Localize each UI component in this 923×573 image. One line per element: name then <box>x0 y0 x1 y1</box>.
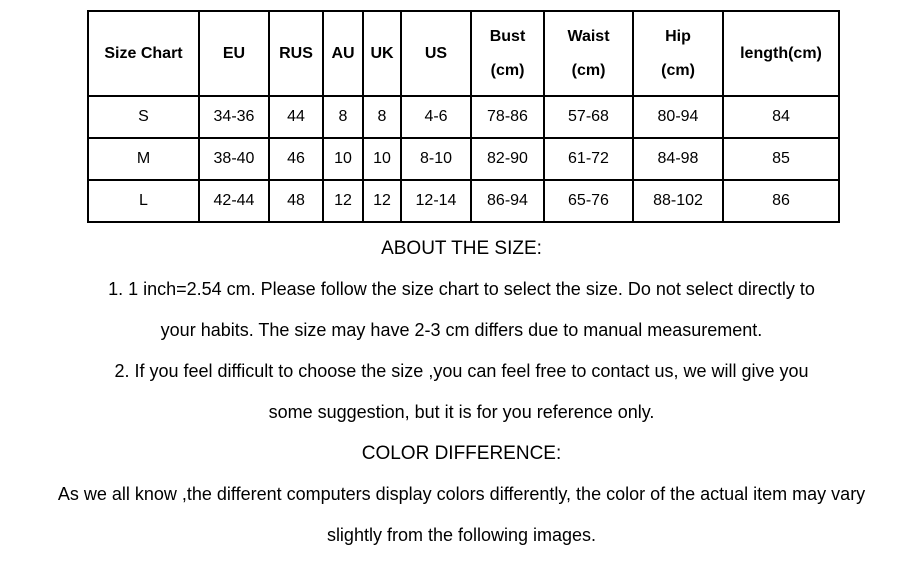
cell-bust: 78-86 <box>470 95 545 139</box>
header-length: length(cm) <box>722 10 840 97</box>
cell-bust: 82-90 <box>470 137 545 181</box>
header-label: length(cm) <box>740 44 822 62</box>
about-size-line: your habits. The size may have 2-3 cm di… <box>160 320 763 340</box>
cell-rus: 44 <box>268 95 324 139</box>
table-row-l: L 42-44 48 12 12 12-14 86-94 65-76 88-10… <box>87 179 840 223</box>
color-difference-title: COLOR DIFFERENCE: <box>361 443 562 464</box>
header-waist: Waist (cm) <box>543 10 634 97</box>
about-size-line: some suggestion, but it is for you refer… <box>268 402 655 422</box>
cell-bust: 86-94 <box>470 179 545 223</box>
cell-us: 8-10 <box>400 137 472 181</box>
header-us: US <box>400 10 472 97</box>
cell-us: 4-6 <box>400 95 472 139</box>
header-uk: UK <box>362 10 402 97</box>
cell-uk: 12 <box>362 179 402 223</box>
cell-au: 8 <box>322 95 364 139</box>
cell-au: 10 <box>322 137 364 181</box>
cell-rus: 46 <box>268 137 324 181</box>
cell-au: 12 <box>322 179 364 223</box>
about-size-line: 1. 1 inch=2.54 cm. Please follow the siz… <box>108 279 815 299</box>
size-chart-table: Size Chart EU RUS AU UK US Bust (cm) Wais… <box>87 10 840 223</box>
about-size-title: ABOUT THE SIZE: <box>381 238 542 259</box>
header-size-chart: Size Chart <box>87 10 200 97</box>
notes-section: ABOUT THE SIZE: 1. 1 inch=2.54 cm. Pleas… <box>0 228 923 556</box>
header-row: Size Chart EU RUS AU UK US Bust (cm) Wais… <box>87 10 840 97</box>
header-hip: Hip (cm) <box>632 10 724 97</box>
header-label: UK <box>370 44 394 62</box>
cell-rus: 48 <box>268 179 324 223</box>
header-label: Waist <box>567 27 610 45</box>
header-label: Bust <box>489 27 526 45</box>
cell-waist: 57-68 <box>543 95 634 139</box>
cell-length: 86 <box>722 179 840 223</box>
header-au: AU <box>322 10 364 97</box>
cell-eu: 34-36 <box>198 95 270 139</box>
cell-eu: 38-40 <box>198 137 270 181</box>
cell-length: 84 <box>722 95 840 139</box>
cell-hip: 84-98 <box>632 137 724 181</box>
header-label: EU <box>222 44 246 62</box>
cell-waist: 65-76 <box>543 179 634 223</box>
cell-size: L <box>87 179 200 223</box>
cell-hip: 88-102 <box>632 179 724 223</box>
header-eu: EU <box>198 10 270 97</box>
color-difference-line: As we all know ,the different computers … <box>57 484 866 504</box>
header-label: US <box>424 44 448 62</box>
color-difference-line: slightly from the following images. <box>326 525 597 545</box>
cell-hip: 80-94 <box>632 95 724 139</box>
cell-size: M <box>87 137 200 181</box>
table-row-m: M 38-40 46 10 10 8-10 82-90 61-72 84-98 … <box>87 137 840 181</box>
cell-waist: 61-72 <box>543 137 634 181</box>
cell-uk: 10 <box>362 137 402 181</box>
header-rus: RUS <box>268 10 324 97</box>
header-label: Hip <box>665 27 691 45</box>
header-bust: Bust (cm) <box>470 10 545 97</box>
cell-length: 85 <box>722 137 840 181</box>
cell-eu: 42-44 <box>198 179 270 223</box>
cell-uk: 8 <box>362 95 402 139</box>
table-row-s: S 34-36 44 8 8 4-6 78-86 57-68 80-94 84 <box>87 95 840 139</box>
cell-us: 12-14 <box>400 179 472 223</box>
header-label: AU <box>331 44 355 62</box>
header-label: Size Chart <box>104 44 183 62</box>
about-size-line: 2. If you feel difficult to choose the s… <box>114 361 809 381</box>
cell-size: S <box>87 95 200 139</box>
header-label: RUS <box>279 44 313 62</box>
